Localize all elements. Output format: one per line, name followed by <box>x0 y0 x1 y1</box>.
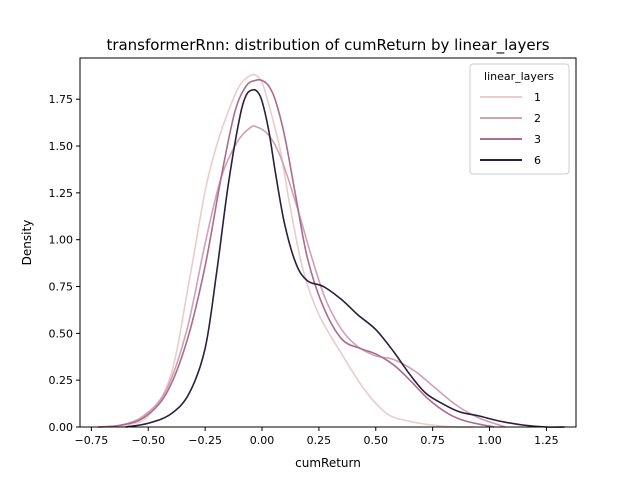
x-tick-label: −0.25 <box>188 434 222 447</box>
legend-label-6: 6 <box>534 154 541 167</box>
x-tick-label: 1.25 <box>534 434 559 447</box>
x-tick-label: 0.00 <box>250 434 275 447</box>
legend-label-2: 2 <box>534 112 541 125</box>
axes-frame <box>79 57 577 428</box>
y-tick-label: 1.75 <box>49 93 74 106</box>
legend-title: linear_layers <box>484 70 554 83</box>
x-tick-label: 0.25 <box>307 434 332 447</box>
chart-title: transformerRnn: distribution of cumRetur… <box>106 36 549 55</box>
x-tick-label: 1.00 <box>477 434 502 447</box>
density-line-2 <box>98 125 506 428</box>
legend: linear_layers 1 2 3 6 <box>469 63 570 175</box>
x-tick-label: 0.50 <box>364 434 389 447</box>
y-tick-label: 0.50 <box>49 327 74 340</box>
x-tick-label: −0.50 <box>131 434 165 447</box>
x-axis-ticks: −0.75 −0.50 −0.25 0.00 0.25 0.50 0.75 1.00 1.25 <box>75 427 559 447</box>
density-line-1 <box>107 73 474 428</box>
x-tick-label: −0.75 <box>75 434 109 447</box>
y-tick-label: 1.25 <box>49 187 74 200</box>
legend-label-1: 1 <box>534 91 541 104</box>
y-axis-label: Density <box>20 220 34 266</box>
y-tick-label: 1.50 <box>49 140 74 153</box>
y-axis-ticks: 0.00 0.25 0.50 0.75 1.00 1.25 1.50 1.75 <box>49 93 80 434</box>
y-tick-label: 0.75 <box>49 281 74 294</box>
x-tick-label: 0.75 <box>420 434 445 447</box>
density-line-6 <box>125 88 565 428</box>
x-axis-label: cumReturn <box>295 456 361 470</box>
density-line-3 <box>98 78 495 428</box>
density-curves <box>98 73 565 428</box>
legend-label-3: 3 <box>534 133 541 146</box>
y-tick-label: 1.00 <box>49 234 74 247</box>
y-tick-label: 0.00 <box>49 421 74 434</box>
y-tick-label: 0.25 <box>49 374 74 387</box>
